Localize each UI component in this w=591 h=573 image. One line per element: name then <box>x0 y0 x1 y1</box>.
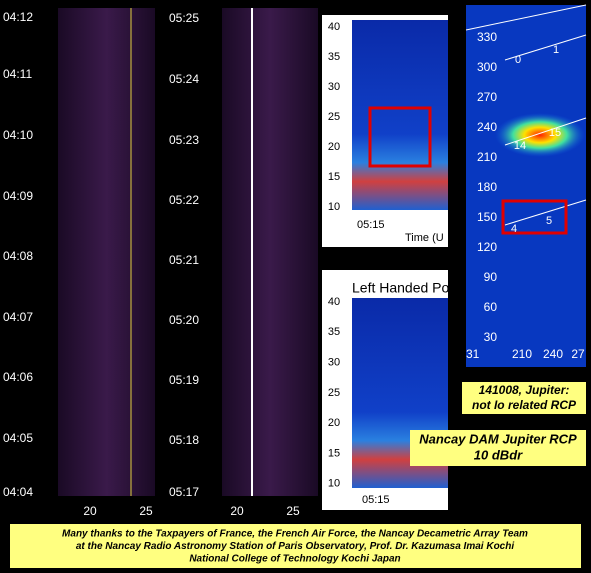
freq-label: 15 <box>328 447 340 459</box>
lon-label: 60 <box>484 300 498 314</box>
time-label: 05:22 <box>169 193 199 207</box>
time-label: 04:12 <box>3 10 33 24</box>
freq-label: 30 <box>328 357 340 369</box>
phase-label: 210 <box>512 347 532 361</box>
lon-label: 270 <box>477 90 497 104</box>
freq-label: 20 <box>328 141 340 153</box>
freq-label: 20 <box>83 504 97 518</box>
caption-box <box>410 430 586 466</box>
lon-label: 120 <box>477 240 497 254</box>
spectrum-panel-1 <box>58 8 155 496</box>
freq-label: 40 <box>328 21 340 33</box>
lon-label: 210 <box>477 150 497 164</box>
time-label: 05:21 <box>169 253 199 267</box>
credits: Many thanks to the Taxpayers of France, … <box>62 529 528 540</box>
freq-label: 10 <box>328 201 340 213</box>
freq-label: 10 <box>328 478 340 490</box>
time-label: 04:07 <box>3 310 33 324</box>
freq-label: 25 <box>328 111 340 123</box>
lon-label: 180 <box>477 180 497 194</box>
freq-label: 35 <box>328 326 340 338</box>
track <box>504 117 587 146</box>
track <box>504 34 587 61</box>
spectrogram-top <box>352 20 448 210</box>
time-label: 05:20 <box>169 313 199 327</box>
freq-label: 25 <box>139 504 153 518</box>
caption-box <box>462 382 586 414</box>
freq-label: 25 <box>286 504 300 518</box>
lon-label: 240 <box>477 120 497 134</box>
time-label: 05:25 <box>169 11 199 25</box>
lon-label: 300 <box>477 60 497 74</box>
lon-label: 90 <box>484 270 498 284</box>
time-label: 04:05 <box>3 431 33 445</box>
time-label: 04:11 <box>3 67 32 81</box>
track-point: 4 <box>511 223 517 235</box>
map-panel <box>466 5 586 367</box>
track-point: 1 <box>553 44 559 56</box>
freq-label: 30 <box>328 81 340 93</box>
freq-label: 25 <box>328 387 340 399</box>
instrument-caption: 10 dBdr <box>474 447 523 462</box>
lon-label: 330 <box>477 30 497 44</box>
event-caption: 141008, Jupiter: <box>479 383 570 397</box>
axis-label: Time (U <box>405 232 444 244</box>
freq-label: 20 <box>328 417 340 429</box>
emission-region <box>495 113 585 157</box>
time-label: 04:04 <box>3 485 33 499</box>
instrument-caption: Nancay DAM Jupiter RCP <box>419 431 577 446</box>
spectrogram-title: Left Handed Po <box>352 280 450 296</box>
highlight-box <box>501 199 568 235</box>
time-label: 04:09 <box>3 189 33 203</box>
credits: National College of Technology Kochi Jap… <box>189 554 400 565</box>
time-label: 05:18 <box>169 433 199 447</box>
spectrum-panel-2 <box>222 8 318 496</box>
track <box>465 4 587 31</box>
freq-label: 15 <box>328 171 340 183</box>
freq-label: 20 <box>230 504 244 518</box>
lon-label: 31 <box>466 347 480 361</box>
time-label: 04:08 <box>3 249 33 263</box>
phase-label: 240 <box>543 347 563 361</box>
freq-label: 40 <box>328 296 340 308</box>
time-label: 04:10 <box>3 128 33 142</box>
highlight-box <box>368 106 432 168</box>
lon-label: 150 <box>477 210 497 224</box>
phase-label: 27 <box>571 347 585 361</box>
track-point: 14 <box>514 140 526 152</box>
credits: at the Nancay Radio Astronomy Station of… <box>76 541 514 552</box>
track-point: 0 <box>515 54 521 66</box>
lon-label: 30 <box>484 330 498 344</box>
track <box>504 199 587 226</box>
time-label: 05:15 <box>357 219 385 231</box>
time-label: 05:15 <box>362 494 390 506</box>
time-label: 05:19 <box>169 373 199 387</box>
track-point: 5 <box>546 215 552 227</box>
time-label: 04:06 <box>3 370 33 384</box>
time-label: 05:24 <box>169 72 199 86</box>
time-label: 05:23 <box>169 133 199 147</box>
time-label: 05:17 <box>169 485 199 499</box>
caption-box <box>10 524 581 568</box>
event-caption: not Io related RCP <box>472 398 577 412</box>
track-point: 15 <box>549 127 561 139</box>
freq-label: 35 <box>328 51 340 63</box>
